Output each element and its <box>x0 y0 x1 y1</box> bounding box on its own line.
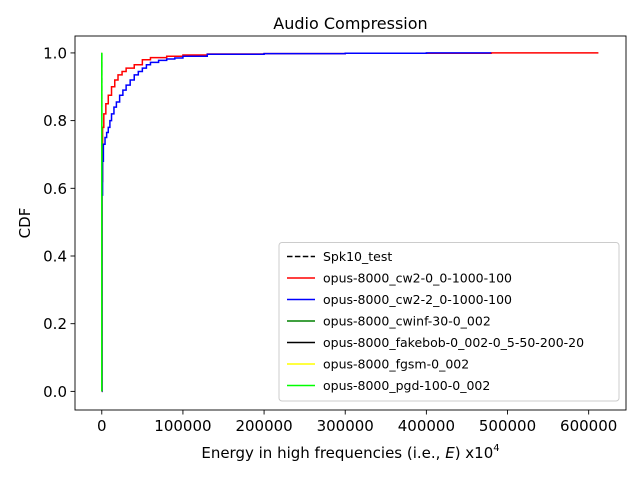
y-tick-label: 1.0 <box>43 44 67 62</box>
y-tick-label: 0.6 <box>43 180 67 198</box>
legend-label: opus-8000_cwinf-30-0_002 <box>323 314 491 329</box>
y-tick-label: 0.8 <box>43 112 67 130</box>
x-axis-label-italic: E <box>445 444 455 462</box>
y-tick-label: 0.2 <box>43 315 67 333</box>
x-tick-label: 0 <box>97 417 107 435</box>
x-axis-label: Energy in high frequencies (i.e., E) x10… <box>201 443 499 462</box>
legend-label: opus-8000_fgsm-0_002 <box>323 357 469 372</box>
x-tick-label: 200000 <box>235 417 292 435</box>
series-layer <box>101 52 599 393</box>
x-tick-label: 100000 <box>154 417 211 435</box>
axes-layer: 0 100000 200000 300000 400000 500000 600000 0.0… <box>43 35 627 435</box>
x-axis-label-main: Energy in high frequencies (i.e., <box>201 444 445 462</box>
series-line-3 <box>101 52 492 393</box>
y-tick-label: 0.4 <box>43 248 67 266</box>
legend-label: opus-8000_cw2-2_0-1000-100 <box>323 292 512 307</box>
x-axis-label-unit: ) x10 <box>455 444 494 462</box>
legend-box <box>278 242 620 402</box>
plot-frame <box>74 35 627 411</box>
x-tick-label: 400000 <box>398 417 455 435</box>
x-tick-label: 600000 <box>560 417 617 435</box>
x-tick-label: 500000 <box>479 417 536 435</box>
legend: Spk10_test opus-8000_cw2-0_0-1000-100opus… <box>278 242 620 402</box>
y-axis-label: CDF <box>16 208 34 239</box>
legend-label: Spk10_test <box>323 249 392 264</box>
x-axis-label-superscript: 4 <box>493 443 499 454</box>
legend-label: opus-8000_fakebob-0_002-0_5-50-200-20 <box>323 335 584 350</box>
x-tick-label: 300000 <box>317 417 374 435</box>
chart-title: Audio Compression <box>273 14 427 33</box>
legend-label: opus-8000_pgd-100-0_002 <box>323 378 490 393</box>
y-tick-label: 0.0 <box>43 383 67 401</box>
legend-label: opus-8000_cw2-0_0-1000-100 <box>323 271 512 286</box>
